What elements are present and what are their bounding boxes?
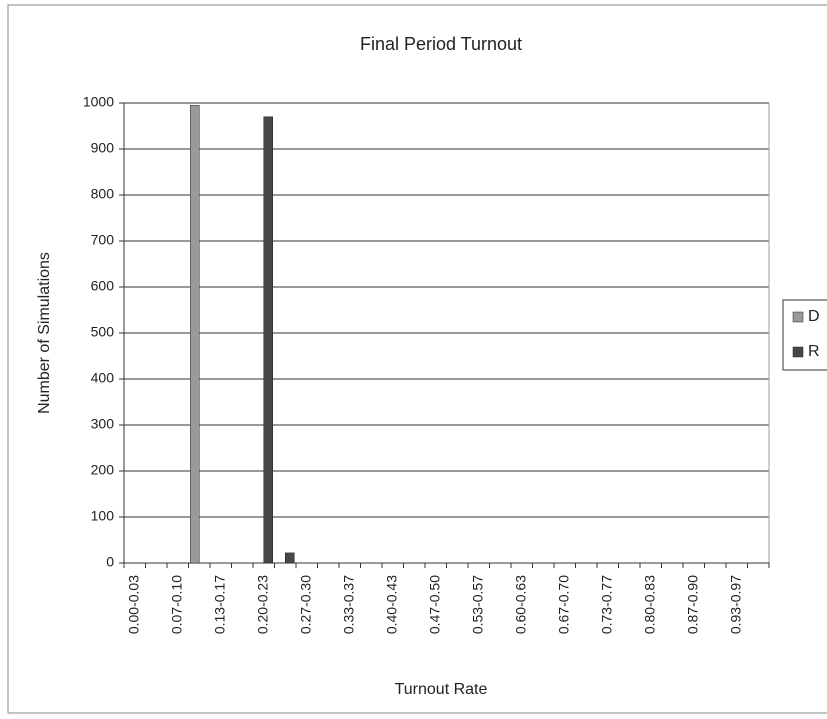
y-tick-label: 700 bbox=[91, 232, 115, 248]
chart-title: Final Period Turnout bbox=[360, 34, 522, 54]
x-tick-label: 0.07-0.10 bbox=[168, 575, 184, 634]
y-tick-label: 300 bbox=[91, 416, 115, 432]
y-tick-label: 600 bbox=[91, 278, 115, 294]
chart-border bbox=[7, 4, 827, 714]
y-tick-label: 1000 bbox=[83, 94, 114, 110]
y-tick-label: 800 bbox=[91, 186, 115, 202]
legend-box bbox=[782, 299, 827, 371]
x-tick-label: 0.27-0.30 bbox=[297, 575, 313, 634]
x-tick-label: 0.53-0.57 bbox=[469, 575, 485, 634]
x-tick-label: 0.87-0.90 bbox=[684, 575, 700, 634]
x-tick-label: 0.13-0.17 bbox=[211, 575, 227, 634]
y-tick-label: 400 bbox=[91, 370, 115, 386]
legend-label: R bbox=[808, 343, 820, 360]
y-axis-label: Number of Simulations bbox=[36, 252, 53, 414]
x-tick-label: 0.00-0.03 bbox=[125, 575, 141, 634]
x-tick-label: 0.73-0.77 bbox=[598, 575, 614, 634]
x-tick-label: 0.20-0.23 bbox=[254, 575, 270, 634]
y-tick-label: 0 bbox=[106, 554, 114, 570]
x-tick-label: 0.33-0.37 bbox=[340, 575, 356, 634]
bar bbox=[285, 552, 295, 564]
legend-swatch bbox=[792, 311, 804, 323]
y-tick-label: 900 bbox=[91, 140, 115, 156]
legend-label: D bbox=[808, 308, 820, 325]
bar bbox=[263, 116, 273, 564]
y-tick-label: 500 bbox=[91, 324, 115, 340]
x-tick-label: 0.80-0.83 bbox=[641, 575, 657, 634]
legend-swatch bbox=[792, 346, 804, 358]
x-tick-label: 0.93-0.97 bbox=[727, 575, 743, 634]
x-tick-label: 0.40-0.43 bbox=[383, 575, 399, 634]
x-tick-label: 0.67-0.70 bbox=[555, 575, 571, 634]
x-tick-label: 0.47-0.50 bbox=[426, 575, 442, 634]
x-tick-label: 0.60-0.63 bbox=[512, 575, 528, 634]
x-axis-label: Turnout Rate bbox=[395, 681, 488, 698]
bar bbox=[190, 105, 200, 564]
y-tick-label: 100 bbox=[91, 508, 115, 524]
y-tick-label: 200 bbox=[91, 462, 115, 478]
